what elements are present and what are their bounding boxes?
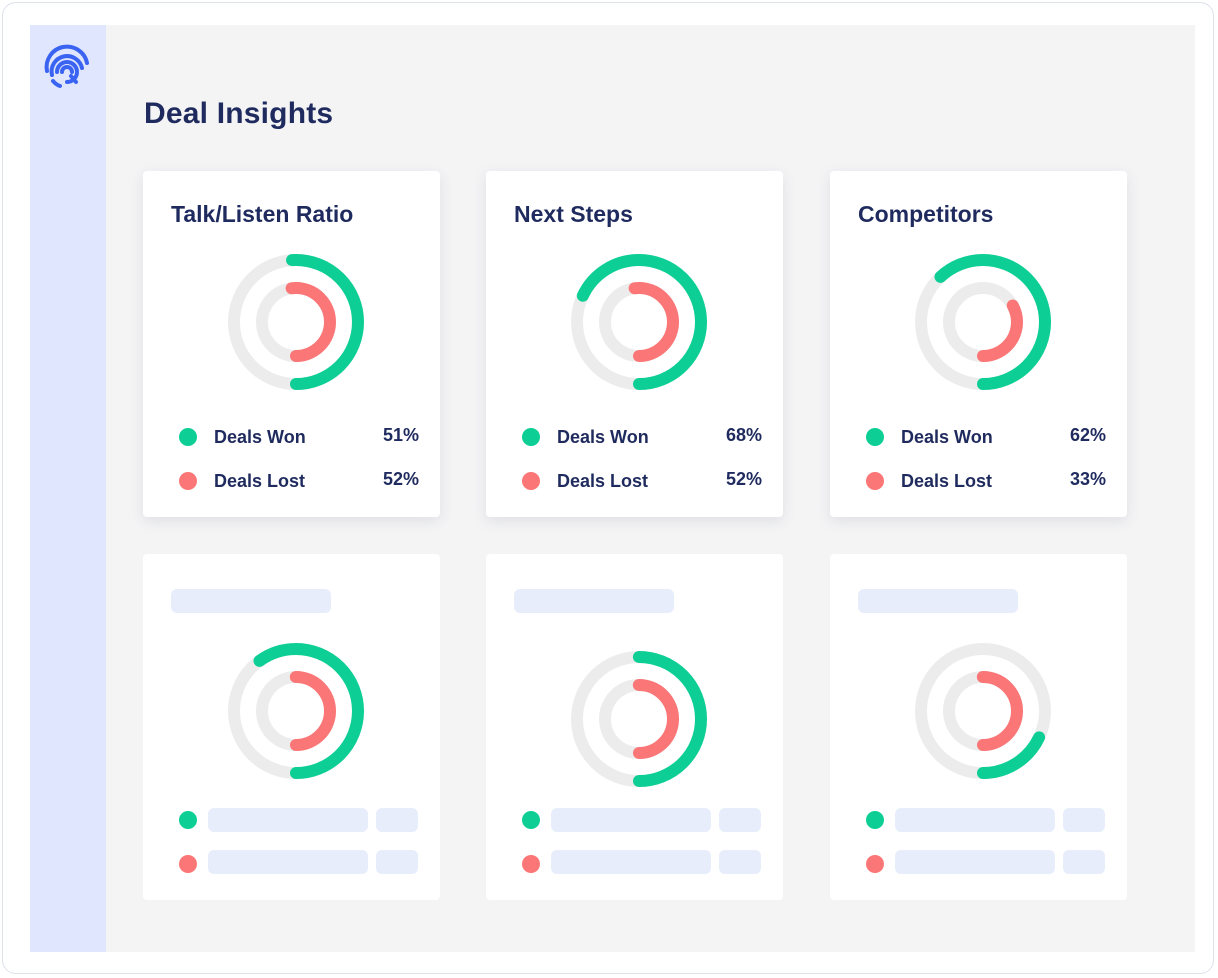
legend-value: 51% [382,425,419,445]
label-placeholder [208,850,368,874]
won-dot [179,428,197,446]
legend-value: 33% [1069,469,1106,489]
legend-label: Deals Won [901,427,993,447]
legend-value: 52% [382,469,419,489]
lost-dot [179,855,197,873]
lost-arc [943,671,1023,751]
lost-arc [943,282,1023,362]
legend-row-won: Deals Won 68% [522,425,762,447]
won-dot [866,811,884,829]
lost-arc [256,282,336,362]
value-placeholder [719,850,761,874]
legend-row-won: Deals Won 51% [179,425,419,447]
won-dot [522,428,540,446]
won-arc [228,643,364,779]
title-placeholder [171,589,331,613]
won-dot [522,811,540,829]
app-area: Deal Insights Talk/Listen Ratio Deals Wo… [30,25,1195,952]
legend-value: 52% [725,469,762,489]
label-placeholder [551,850,711,874]
placeholder-card [486,554,783,900]
fingerprint-logo-icon[interactable] [40,41,94,95]
lost-dot [522,855,540,873]
lost-arc [256,671,336,751]
value-placeholder [1063,850,1105,874]
page-title: Deal Insights [144,97,334,130]
label-placeholder [895,808,1055,832]
value-placeholder [376,808,418,832]
donut-chart [571,651,707,787]
lost-arc [599,282,679,362]
won-arc [915,643,1051,779]
placeholder-card [143,554,440,900]
won-dot [866,428,884,446]
placeholder-card [830,554,1127,900]
value-placeholder [376,850,418,874]
label-placeholder [551,808,711,832]
card-title: Competitors [858,201,994,227]
value-placeholder [1063,808,1105,832]
won-dot [179,811,197,829]
donut-chart [228,643,364,779]
legend-label: Deals Lost [901,471,993,491]
donut-chart [915,254,1051,390]
card-next-steps[interactable]: Next Steps Deals Won 68% Deals Lost 52% [486,171,783,517]
legend-label: Deals Won [557,427,649,447]
won-arc [915,254,1051,390]
legend-label: Deals Won [214,427,306,447]
legend-row-lost: Deals Lost 33% [866,469,1106,491]
label-placeholder [895,850,1055,874]
donut-chart [571,254,707,390]
lost-dot [522,472,540,490]
donut-chart [228,254,364,390]
lost-dot [866,855,884,873]
won-arc [228,254,364,390]
title-placeholder [514,589,674,613]
legend-label: Deals Lost [214,471,306,491]
lost-dot [866,472,884,490]
won-arc [571,651,707,787]
legend-row-lost: Deals Lost 52% [522,469,762,491]
legend-label: Deals Lost [557,471,649,491]
card-title: Next Steps [514,201,633,227]
value-placeholder [719,808,761,832]
sidebar [30,25,106,952]
card-competitors[interactable]: Competitors Deals Won 62% Deals Lost 33% [830,171,1127,517]
won-arc [571,254,707,390]
donut-chart [915,643,1051,779]
lost-dot [179,472,197,490]
legend-value: 68% [725,425,762,445]
legend-row-won: Deals Won 62% [866,425,1106,447]
lost-arc [599,679,679,759]
label-placeholder [208,808,368,832]
legend-value: 62% [1069,425,1106,445]
card-talk-listen-ratio[interactable]: Talk/Listen Ratio Deals Won 51% Deals Lo… [143,171,440,517]
card-title: Talk/Listen Ratio [171,201,354,227]
legend-row-lost: Deals Lost 52% [179,469,419,491]
title-placeholder [858,589,1018,613]
